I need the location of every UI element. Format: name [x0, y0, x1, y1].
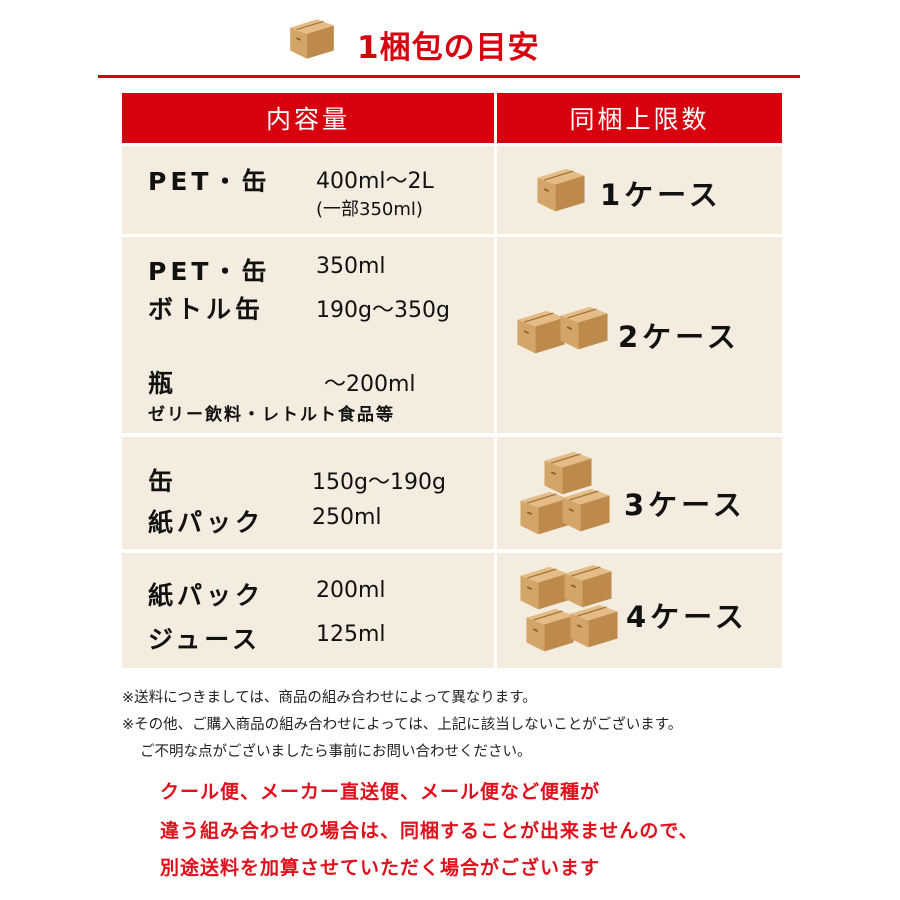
item-label: ボトル缶 — [148, 295, 265, 324]
header-max-bundle: 同梱上限数 — [497, 93, 782, 143]
item-value: 〜200ml — [324, 372, 416, 397]
title-divider — [98, 75, 800, 78]
item-value: 150g〜190g — [312, 470, 446, 495]
item-value: 350ml — [316, 254, 386, 279]
box-icon — [556, 302, 612, 352]
warning-line: 違う組み合わせの場合は、同梱することが出来ませんので、 — [160, 820, 699, 842]
note-exceptions: ※その他、ご購入商品の組み合わせによっては、上記に該当しないことがございます。 — [122, 717, 683, 733]
item-note: ゼリー飲料・レトルト食品等 — [148, 405, 395, 425]
case-count: 1ケース — [600, 178, 722, 212]
item-label: PET・缶 — [148, 167, 271, 196]
case-count: 2ケース — [618, 320, 740, 354]
warning-line: 別途送料を加算させていただく場合がございます — [160, 857, 601, 879]
item-label: PET・缶 — [148, 257, 271, 286]
item-value: 125ml — [316, 622, 386, 647]
page-title: 1梱包の目安 — [357, 30, 540, 66]
item-value: 200ml — [316, 578, 386, 603]
item-label: 缶 — [148, 467, 178, 496]
note-shipping: ※送料につきましては、商品の組み合わせによって異なります。 — [122, 690, 537, 706]
case-count: 4ケース — [626, 600, 748, 634]
box-icon — [286, 14, 338, 62]
note-contact: ご不明な点がございましたら事前にお問い合わせください。 — [140, 744, 532, 760]
item-value: 250ml — [312, 505, 382, 530]
item-label: ジュース — [148, 625, 262, 654]
item-label: 瓶 — [148, 369, 178, 398]
warning-line: クール便、メーカー直送便、メール便など便種が — [160, 781, 601, 803]
case-count: 3ケース — [624, 488, 746, 522]
item-value: 400ml〜2L — [316, 169, 434, 194]
box-icon — [533, 164, 589, 214]
table-row — [122, 146, 494, 234]
item-value: (一部350ml) — [316, 199, 423, 220]
item-label: 紙パック — [148, 508, 265, 537]
box-icon — [558, 484, 614, 534]
table-row — [122, 437, 494, 549]
header-contents: 内容量 — [122, 93, 494, 143]
table-row — [122, 237, 494, 433]
item-value: 190g〜350g — [316, 298, 450, 323]
item-label: 紙パック — [148, 581, 265, 610]
table-row — [122, 553, 494, 668]
box-icon — [566, 600, 622, 650]
